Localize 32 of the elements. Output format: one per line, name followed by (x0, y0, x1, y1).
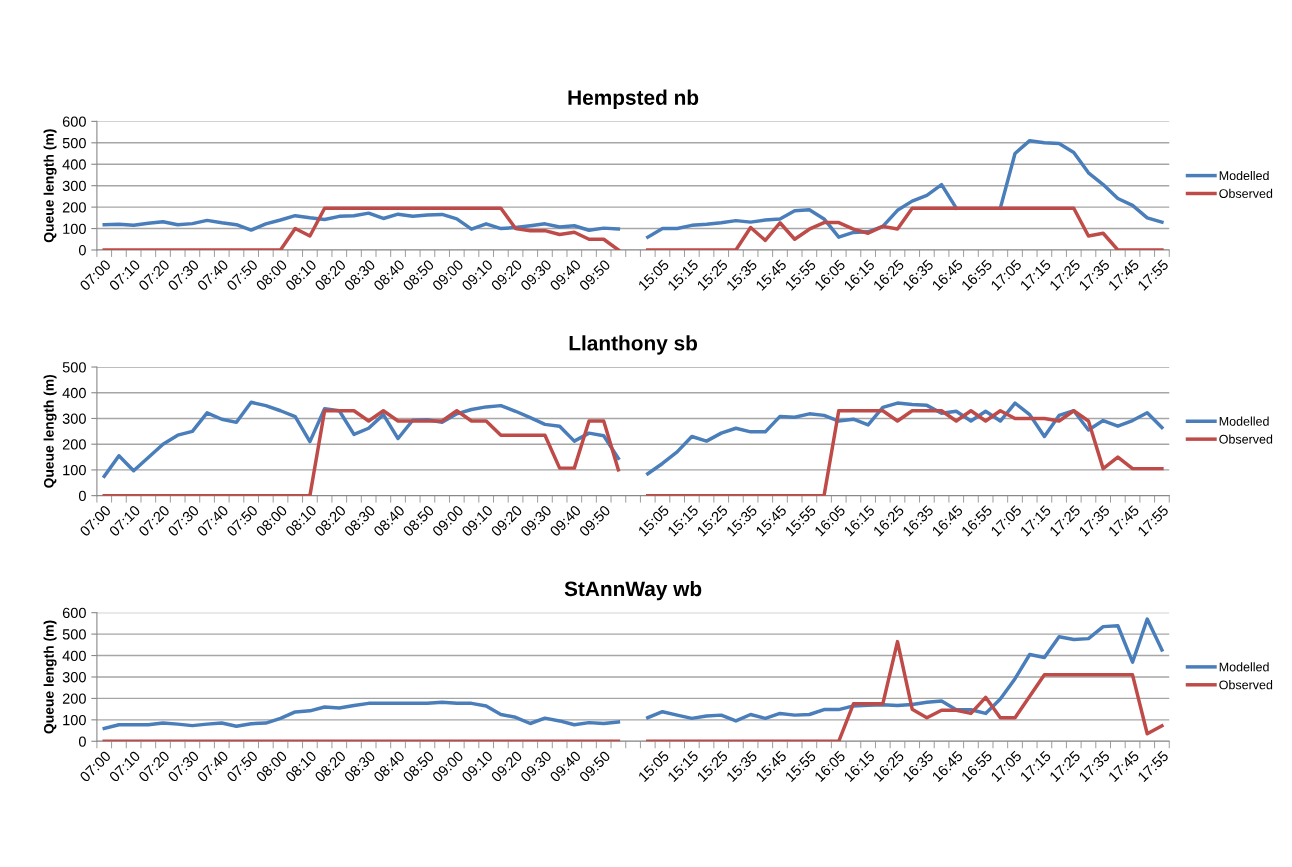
y-axis-title: Queue length (m) (43, 129, 57, 243)
legend-label: Modelled (1219, 170, 1269, 181)
y-tick-label: 400 (62, 159, 86, 170)
y-tick-label: 100 (63, 465, 86, 476)
y-tick-label: 600 (62, 607, 86, 619)
y-tick-label: 100 (63, 223, 86, 234)
legend-label: Observed (1219, 188, 1273, 198)
legend-label: Modelled (1219, 662, 1269, 672)
y-tick-label: 400 (62, 387, 86, 399)
y-tick-label: 500 (62, 137, 86, 149)
y-axis-title: Queue length (m) (43, 374, 57, 488)
y-tick-label: 300 (62, 672, 86, 683)
legend-label: Modelled (1219, 416, 1269, 426)
y-tick-label: 200 (62, 439, 86, 450)
legend-label: Observed (1219, 680, 1273, 690)
chart-title: Llanthony sb (569, 335, 698, 355)
y-tick-label: 0 (78, 736, 86, 747)
legend-label: Observed (1219, 434, 1273, 444)
chart-title: Hempsted nb (568, 89, 699, 110)
y-tick-label: 200 (62, 693, 86, 704)
y-tick-label: 500 (62, 629, 86, 640)
y-tick-label: 400 (62, 650, 86, 661)
y-tick-label: 200 (62, 202, 86, 213)
y-tick-label: 0 (78, 490, 86, 502)
chart-title: StAnnWay wb (564, 580, 702, 601)
y-tick-label: 300 (62, 180, 86, 192)
y-tick-label: 100 (63, 714, 86, 726)
y-tick-label: 300 (62, 413, 86, 424)
y-tick-label: 500 (62, 362, 86, 373)
y-axis-title: Queue length (m) (43, 620, 57, 734)
y-tick-label: 600 (62, 116, 86, 127)
y-tick-label: 0 (78, 245, 86, 256)
